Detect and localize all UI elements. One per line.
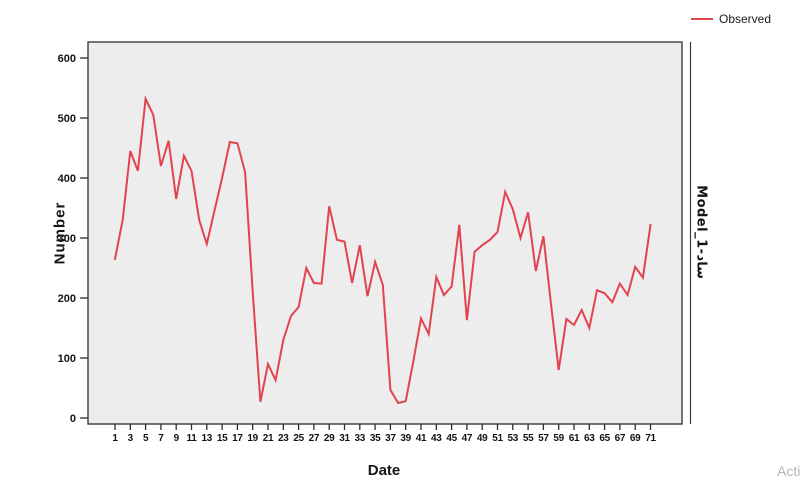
x-tick-label: 21 <box>263 433 274 444</box>
x-tick-label: 15 <box>217 433 228 444</box>
x-tick-label: 29 <box>324 433 335 444</box>
legend-line-swatch-icon <box>691 18 713 20</box>
x-tick-label: 35 <box>370 433 381 444</box>
activate-windows-watermark: Acti <box>777 463 801 479</box>
y-tick-label: 500 <box>58 113 76 125</box>
x-tick-label: 45 <box>446 433 457 444</box>
x-tick-label: 53 <box>508 433 519 444</box>
x-tick-label: 51 <box>492 433 503 444</box>
legend-series-label: Observed <box>719 12 772 26</box>
y-tick-label: 400 <box>58 173 76 185</box>
plot-area <box>87 41 683 425</box>
y-tick-label: 0 <box>70 413 76 425</box>
legend: Observed <box>691 12 771 26</box>
y-tick-label: 300 <box>58 233 76 245</box>
x-tick-label: 57 <box>538 433 549 444</box>
y-tick-label: 100 <box>58 353 76 365</box>
x-tick-label: 49 <box>477 433 488 444</box>
x-tick-label: 39 <box>400 433 411 444</box>
x-tick-label: 31 <box>339 433 350 444</box>
x-tick-label: 47 <box>462 433 473 444</box>
y-tick-label: 200 <box>58 293 76 305</box>
x-tick-label: 11 <box>187 433 198 444</box>
x-tick-label: 19 <box>247 433 258 444</box>
x-tick-label: 61 <box>569 433 580 444</box>
x-tick-label: 17 <box>232 433 243 444</box>
y-tick-label: 600 <box>58 53 76 65</box>
x-tick-label: 13 <box>202 433 213 444</box>
x-tick-label: 7 <box>158 433 164 444</box>
x-tick-label: 55 <box>523 433 534 444</box>
x-tick-label: 41 <box>416 433 427 444</box>
x-tick-label: 5 <box>143 433 149 444</box>
x-tick-label: 69 <box>630 433 641 444</box>
x-tick-label: 1 <box>112 433 118 444</box>
x-tick-label: 3 <box>128 433 134 444</box>
x-tick-label: 27 <box>309 433 320 444</box>
x-tick-label: 23 <box>278 433 289 444</box>
x-tick-label: 9 <box>174 433 180 444</box>
x-axis-title: Date <box>367 462 401 479</box>
x-tick-label: 67 <box>615 433 626 444</box>
x-tick-label: 63 <box>584 433 595 444</box>
x-tick-label: 33 <box>355 433 366 444</box>
y-axis-title: Number <box>51 201 69 265</box>
observed-series-line <box>114 95 652 405</box>
x-tick-label: 71 <box>645 433 656 444</box>
x-tick-label: 43 <box>431 433 442 444</box>
x-tick-label: 25 <box>293 433 304 444</box>
model-panel-label: Model_1-ساد <box>693 185 709 279</box>
x-tick-label: 37 <box>385 433 396 444</box>
x-tick-label: 59 <box>553 433 564 444</box>
x-tick-label: 65 <box>599 433 610 444</box>
